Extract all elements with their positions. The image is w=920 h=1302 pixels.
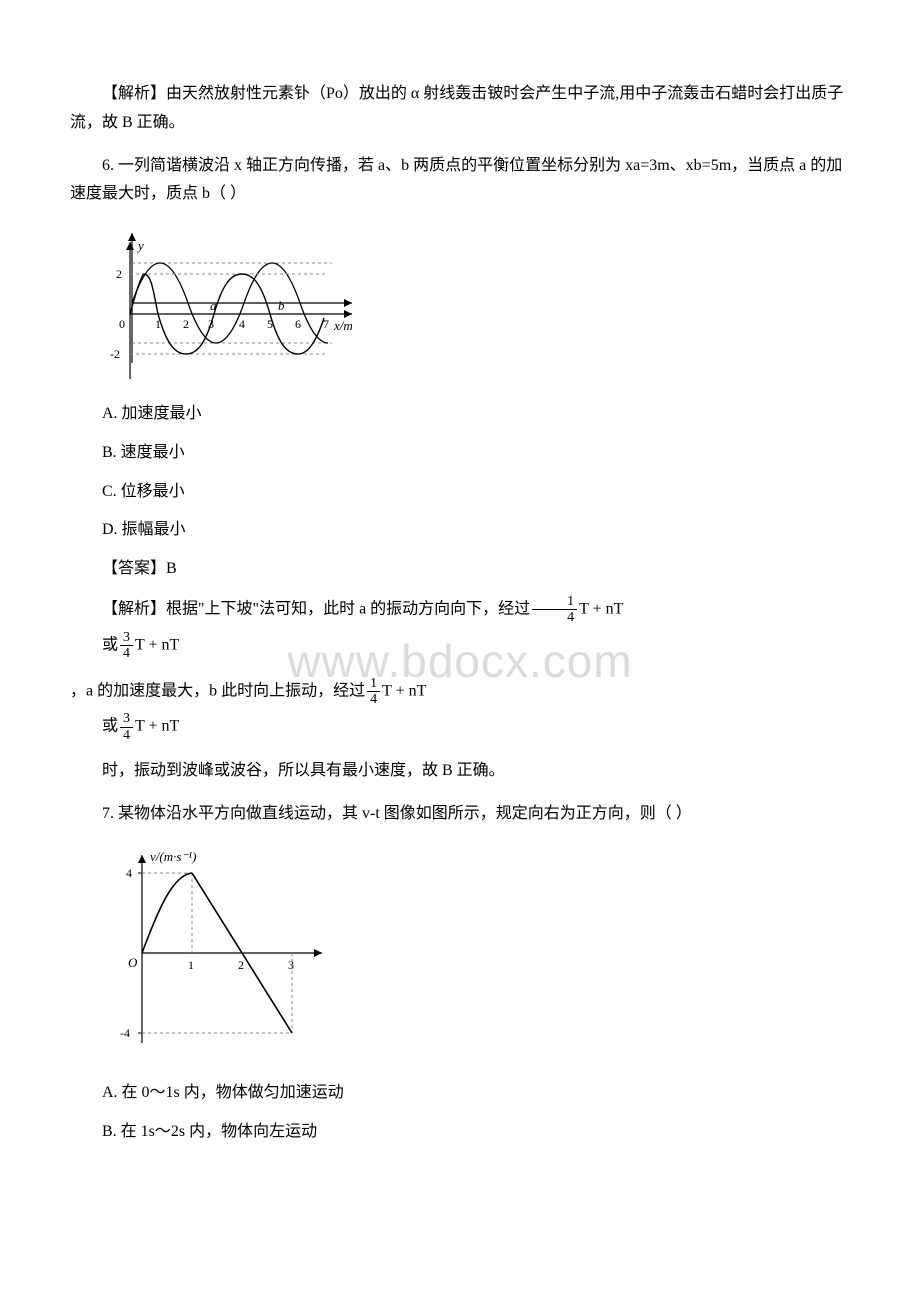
fig1-point-b: b xyxy=(278,298,285,313)
q6-opt-d: D. 振幅最小 xyxy=(70,516,850,545)
fraction-1-4-a: 14 xyxy=(532,594,577,626)
fig1-point-a: a xyxy=(210,298,217,313)
fig2-ytick-n4: -4 xyxy=(120,1026,130,1040)
fraction-3-4-b: 34 xyxy=(120,711,133,743)
fig2-xtick-1: 1 xyxy=(188,958,194,972)
fraction-1-4-b: 14 xyxy=(367,676,380,708)
fig2-ytick-4: 4 xyxy=(126,866,132,880)
fraction-3-4-a: 34 xyxy=(120,630,133,662)
fig1-tick-0: 0 xyxy=(119,317,125,331)
fig2-xtick-2: 2 xyxy=(238,958,244,972)
fig2-y-label: v/(m·s⁻¹) xyxy=(150,849,197,864)
q6-or-2: 或 xyxy=(102,718,118,735)
q6-analysis-pre: 【解析】根据"上下坡"法可知，此时 a 的振动方向向下，经过 xyxy=(102,601,530,618)
q6-cont2: 时，振动到波峰或波谷，所以具有最小速度，故 B 正确。 xyxy=(70,757,850,786)
fig1-tick-2: 2 xyxy=(183,317,189,331)
q6-opt-c: C. 位移最小 xyxy=(70,478,850,507)
q6-cont1-text: ，a 的加速度最大，b 此时向上振动，经过 xyxy=(70,682,365,699)
fig1-ytick-2: 2 xyxy=(116,267,122,281)
fig1-tick-6: 6 xyxy=(295,317,301,331)
q6-cont1: ，a 的加速度最大，b 此时向上振动，经过14T + nT xyxy=(70,676,850,708)
q6-tail-3: T + nT xyxy=(382,682,426,699)
q7-stem: 7. 某物体沿水平方向做直线运动，其 v-t 图像如图所示，规定向右为正方向，则… xyxy=(70,800,850,829)
fig2-xtick-3: 3 xyxy=(288,958,294,972)
q6-figure: y x/m 0 1 2 3 4 5 6 7 2 -2 a b xyxy=(102,223,850,384)
q7-opt-b: B. 在 1s～2s 内，物体向左运动 xyxy=(70,1118,850,1147)
q6-opt-a: A. 加速度最小 xyxy=(70,400,850,429)
q6-tail-2: T + nT xyxy=(135,636,179,653)
q6-answer: 【答案】B xyxy=(70,555,850,584)
q6-analysis-line1: 【解析】根据"上下坡"法可知，此时 a 的振动方向向下，经过14T + nT xyxy=(70,594,850,626)
fig1-ytick-n2: -2 xyxy=(110,347,120,361)
page-content: 【解析】由天然放射性元素钋（Po）放出的 α 射线轰击铍时会产生中子流,用中子流… xyxy=(70,80,850,1147)
q5-analysis: 【解析】由天然放射性元素钋（Po）放出的 α 射线轰击铍时会产生中子流,用中子流… xyxy=(70,80,850,138)
q7-figure: v/(m·s⁻¹) O 4 -4 1 2 3 xyxy=(102,843,850,1064)
q6-stem: 6. 一列简谐横波沿 x 轴正方向传播，若 a、b 两质点的平衡位置坐标分别为 … xyxy=(70,152,850,210)
q6-tail-1: T + nT xyxy=(579,601,623,618)
q7-opt-a: A. 在 0～1s 内，物体做匀加速运动 xyxy=(70,1079,850,1108)
q6-or-line1: 或34T + nT xyxy=(70,630,850,662)
fig1-x-label: x/m xyxy=(333,318,353,333)
q6-or-1: 或 xyxy=(102,636,118,653)
fig1-y-label: y xyxy=(136,238,144,253)
q6-or-line2: 或34T + nT xyxy=(70,711,850,743)
q6-tail-4: T + nT xyxy=(135,718,179,735)
fig1-tick-4: 4 xyxy=(239,317,245,331)
fig2-origin: O xyxy=(128,955,138,970)
q6-opt-b: B. 速度最小 xyxy=(70,439,850,468)
